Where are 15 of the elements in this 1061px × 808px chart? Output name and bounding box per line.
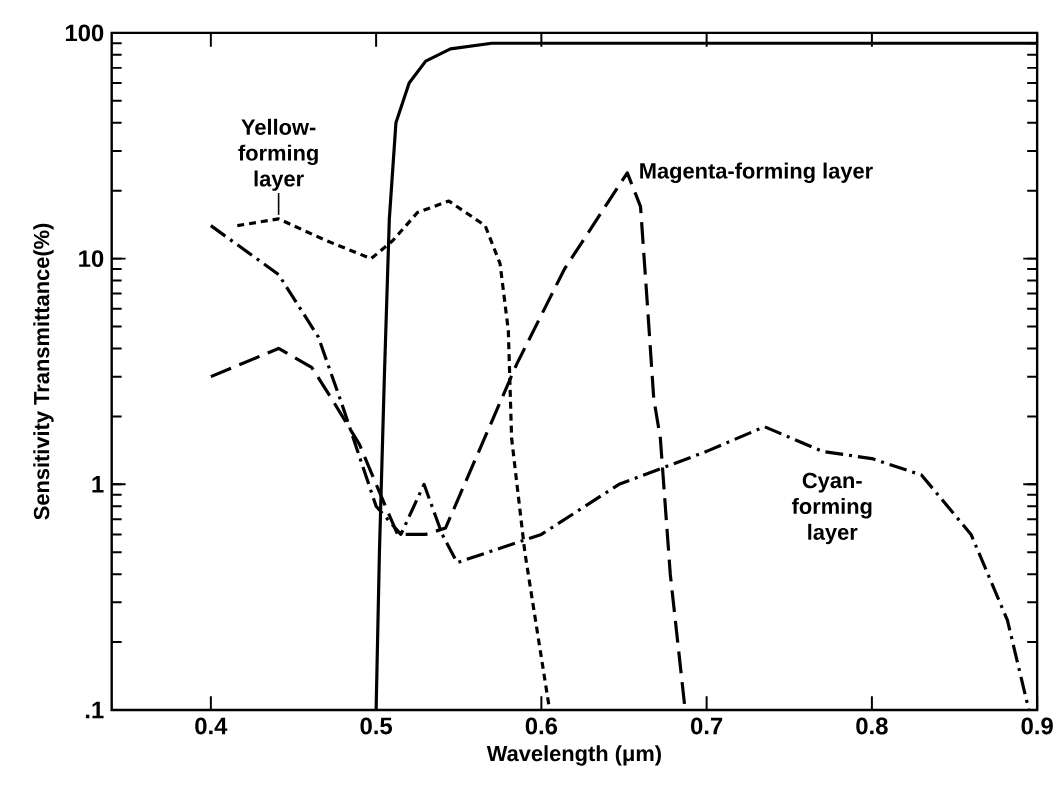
x-tick-label: 0.6 xyxy=(525,717,558,735)
y-tick-label: 1 xyxy=(92,476,104,493)
x-tick-label: 0.7 xyxy=(691,717,723,735)
x-tick-label: 0.9 xyxy=(1021,717,1053,735)
y-tick-label: 10 xyxy=(79,250,104,268)
series-label: Magenta-forming layer xyxy=(640,162,873,184)
x-axis-title: Wavelength (μm) xyxy=(486,745,661,766)
x-tick-label: 0.4 xyxy=(195,717,228,735)
y-tick-label: 100 xyxy=(65,24,104,42)
series-label: Cyan-forming layer xyxy=(791,472,872,545)
series-label: Yellow-forming layer xyxy=(238,118,318,191)
y-axis-title: Sensitivity Transmittance(%) xyxy=(33,223,54,520)
y-tick-label: .1 xyxy=(85,701,104,719)
x-tick-label: 0.8 xyxy=(856,717,888,735)
x-tick-label: 0.5 xyxy=(360,717,393,735)
